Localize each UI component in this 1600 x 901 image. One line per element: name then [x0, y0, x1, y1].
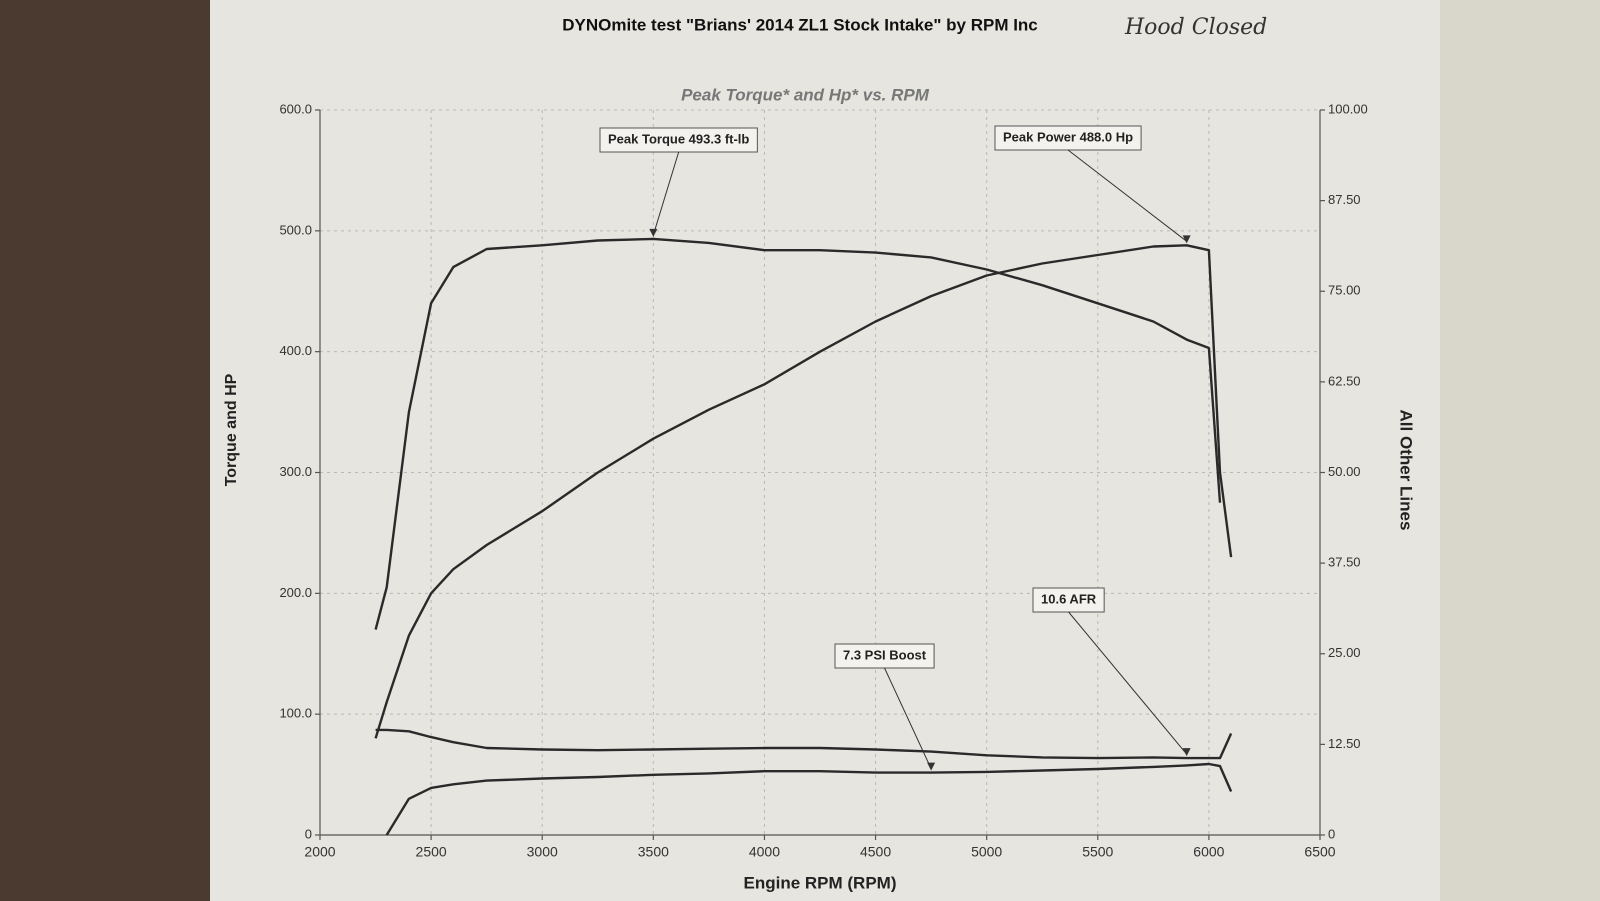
annotation: 7.3 PSI Boost [843, 647, 927, 662]
x-axis-label: Engine RPM (RPM) [744, 873, 897, 892]
y-tick-label: 600.0 [279, 101, 312, 116]
arrow-head [1182, 748, 1191, 757]
y-tick-label: 200.0 [279, 585, 312, 600]
annotation-box [1032, 587, 1105, 613]
annotation-box [994, 125, 1142, 151]
chart-subtitle: Peak Torque* and Hp* vs. RPM [681, 85, 930, 104]
handwritten-note: Hood Closed [1124, 15, 1267, 40]
y-tick-label: 300.0 [279, 464, 312, 479]
annotation-arrow [1067, 149, 1187, 242]
y2-tick-label: 50.00 [1328, 464, 1361, 479]
annotation-arrow [1068, 611, 1188, 755]
arrow-head [927, 762, 936, 771]
y2-tick-label: 87.50 [1328, 192, 1361, 207]
y2-tick-label: 25.00 [1328, 645, 1361, 660]
x-tick-label: 3000 [527, 844, 558, 860]
x-tick-label: 4500 [860, 844, 891, 860]
x-tick-label: 4000 [749, 844, 780, 860]
series-line [374, 244, 1233, 739]
x-tick-label: 2500 [416, 844, 447, 860]
x-tick-label: 2000 [304, 844, 335, 860]
y2-tick-label: 62.50 [1328, 373, 1361, 388]
y2-tick-label: 100.00 [1328, 101, 1368, 116]
background-sheet [1440, 0, 1600, 901]
chart-title: DYNOmite test "Brians' 2014 ZL1 Stock In… [562, 15, 1038, 34]
y-axis-label: Torque and HP [223, 373, 240, 486]
annotation: 10.6 AFR [1041, 591, 1097, 606]
series-line [375, 728, 1233, 760]
clipboard [0, 0, 210, 901]
annotation: Peak Torque 493.3 ft-lb [608, 131, 749, 146]
arrow-head [1182, 235, 1191, 244]
y-tick-label: 500.0 [279, 222, 312, 237]
x-tick-label: 6000 [1193, 844, 1224, 860]
y-tick-label: 100.0 [279, 706, 312, 721]
annotation-box [599, 127, 758, 153]
arrow-head [649, 228, 658, 237]
y2-tick-label: 75.00 [1328, 283, 1361, 298]
x-tick-label: 3500 [638, 844, 669, 860]
annotation-arrow [884, 667, 932, 769]
y2-axis-label: All Other Lines [1397, 410, 1416, 531]
x-tick-label: 5500 [1082, 844, 1113, 860]
y2-tick-label: 12.50 [1328, 736, 1361, 751]
x-tick-label: 6500 [1304, 844, 1335, 860]
series-line [385, 762, 1233, 836]
y-tick-label: 0 [305, 826, 312, 841]
annotation: Peak Power 488.0 Hp [1003, 129, 1133, 144]
paper [210, 0, 1440, 901]
y2-tick-label: 37.50 [1328, 555, 1361, 570]
y-tick-label: 400.0 [279, 343, 312, 358]
annotation-arrow [652, 151, 680, 236]
annotation-box [834, 643, 935, 669]
y2-tick-label: 0 [1328, 826, 1335, 841]
x-tick-label: 5000 [971, 844, 1002, 860]
series-line [374, 237, 1222, 630]
